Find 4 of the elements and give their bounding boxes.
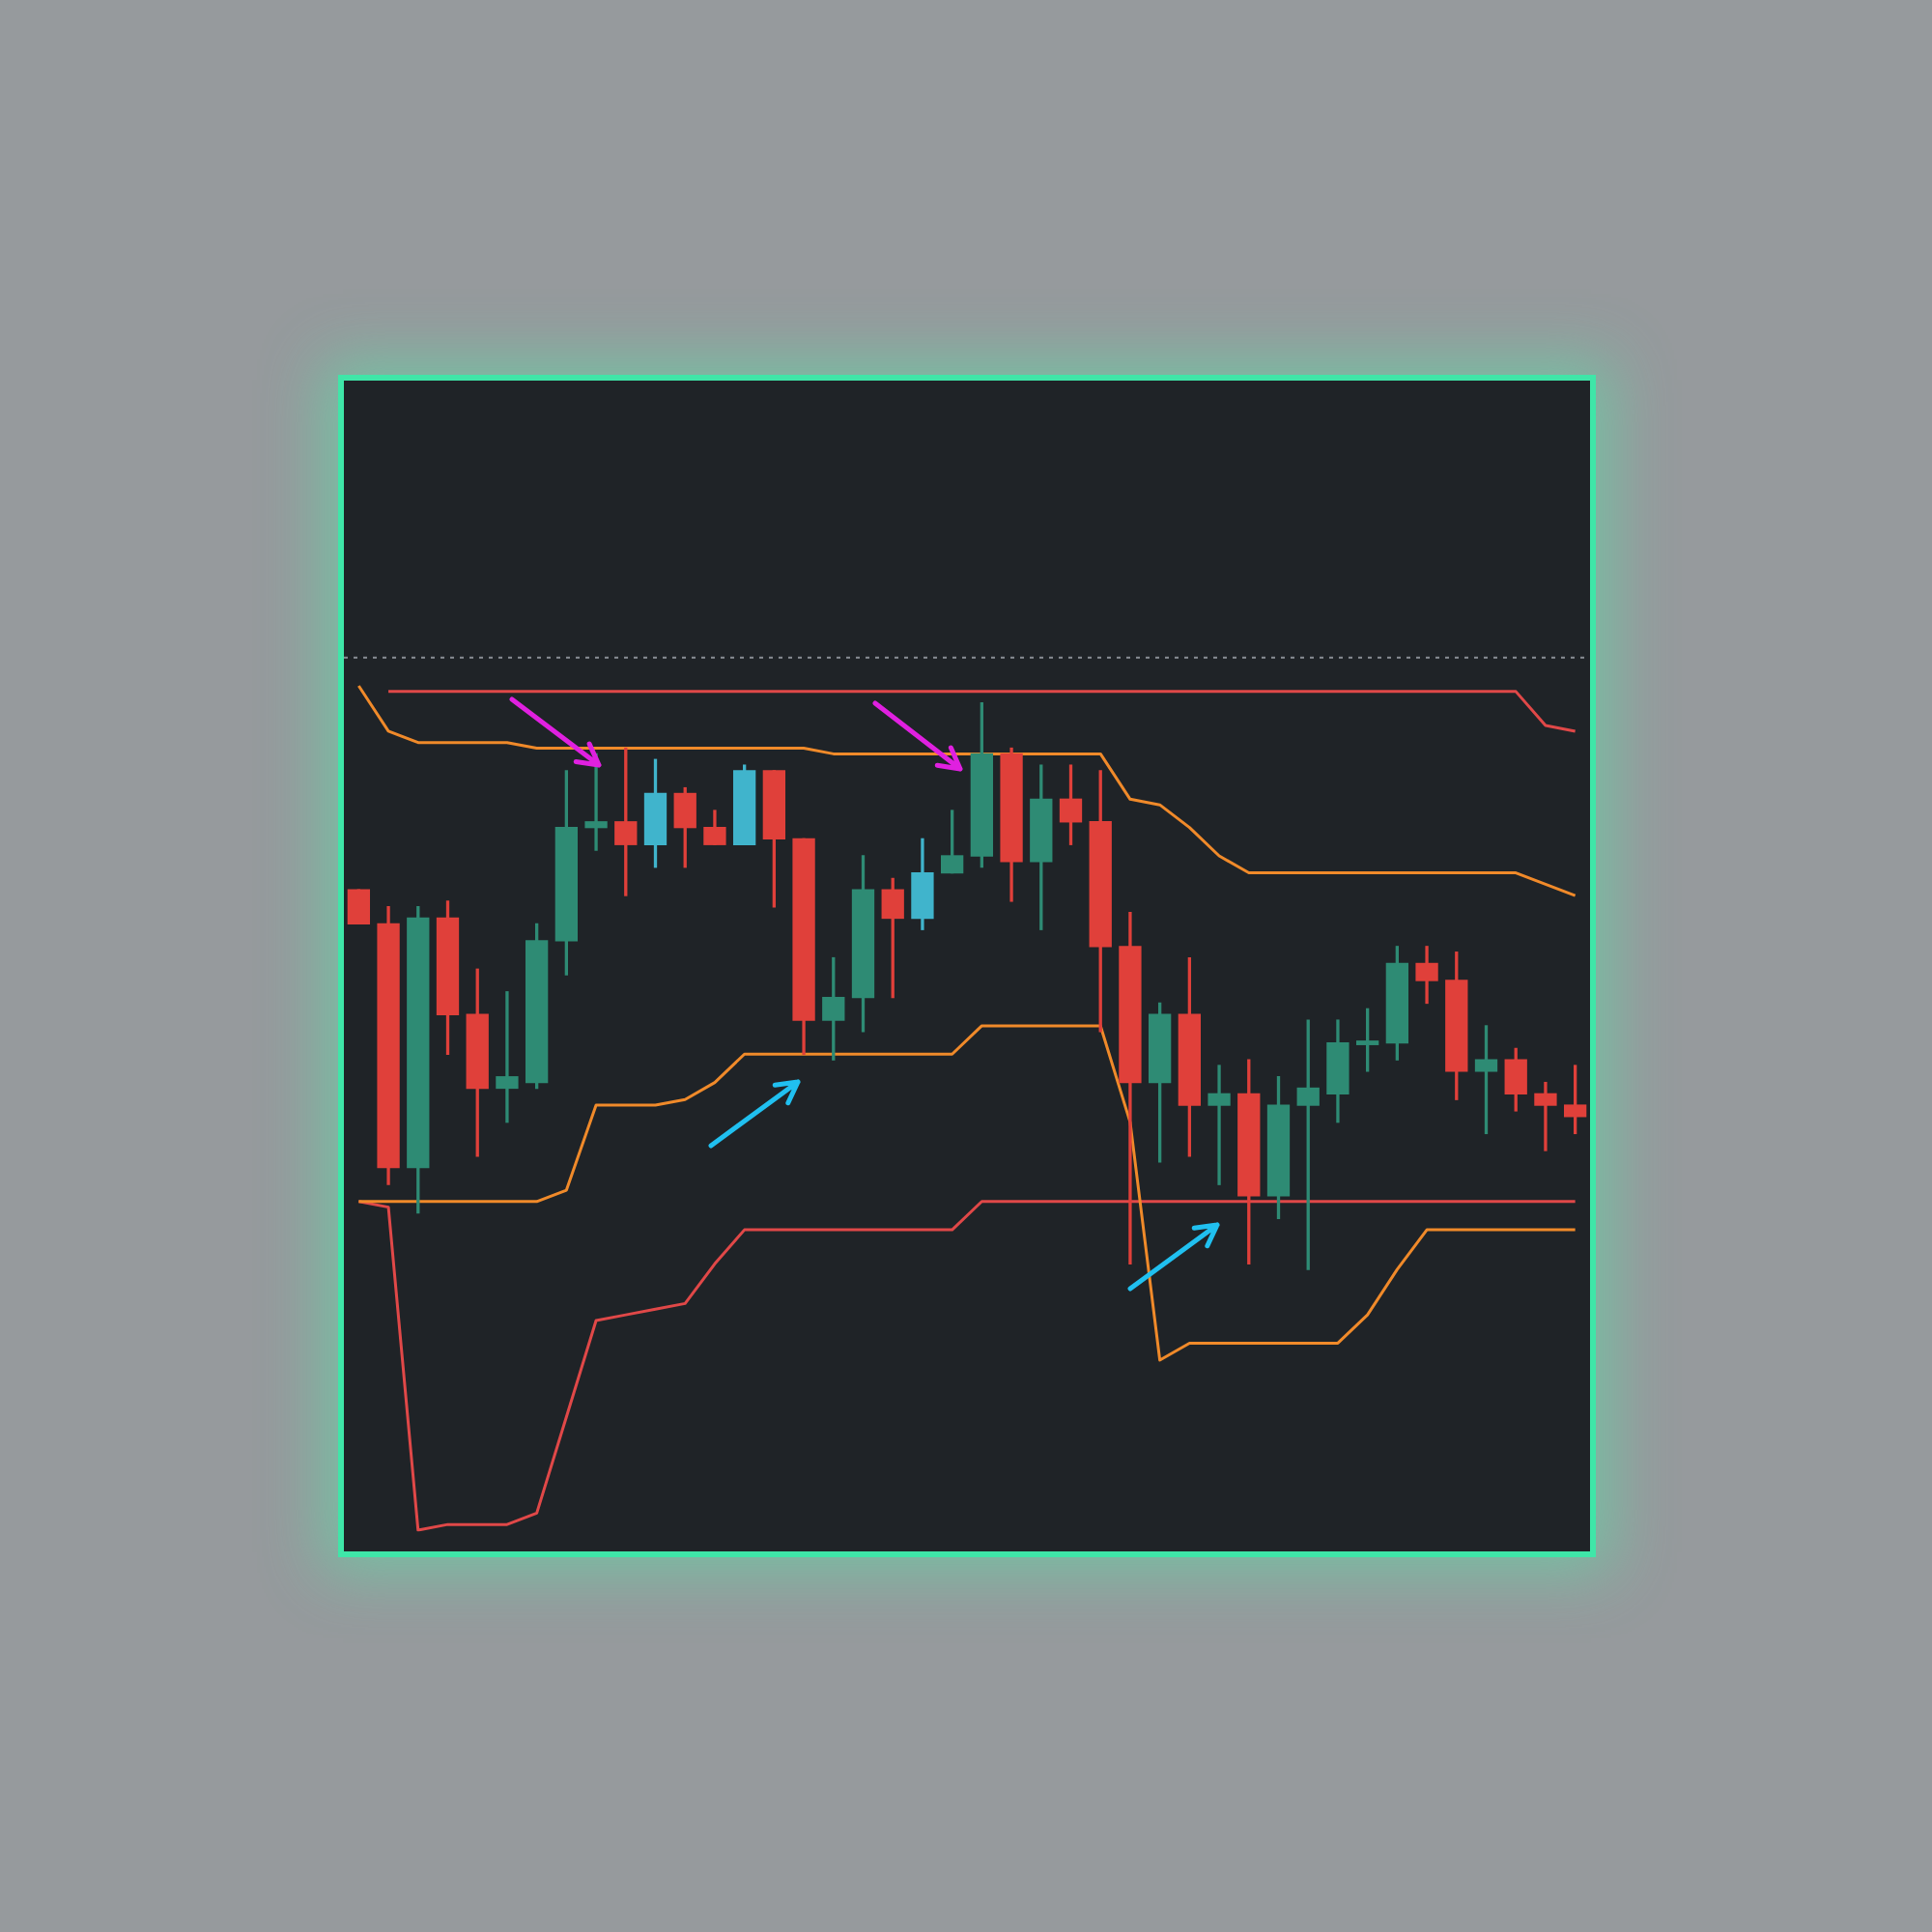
candlestick <box>496 991 519 1123</box>
candlestick <box>584 753 608 851</box>
candlestick <box>1534 1081 1557 1151</box>
candlestick <box>1208 1065 1231 1185</box>
